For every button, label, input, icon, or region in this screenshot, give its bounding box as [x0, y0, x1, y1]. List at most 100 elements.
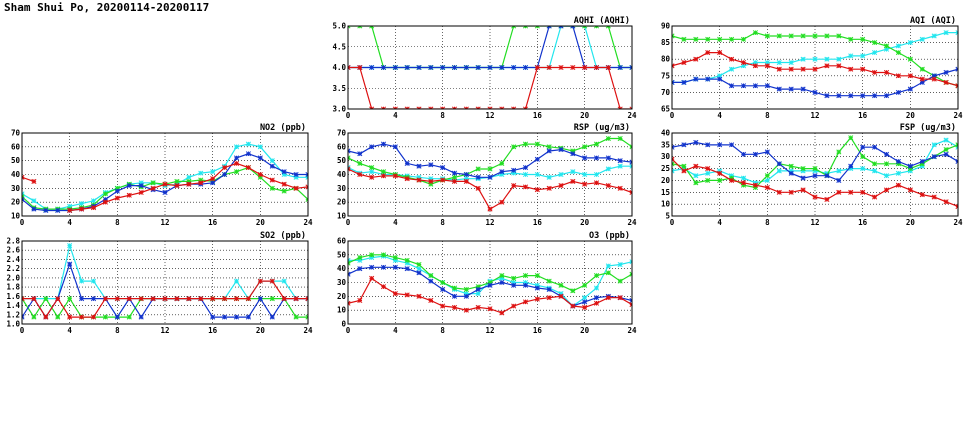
- data-point: [380, 264, 387, 270]
- data-point: [380, 252, 387, 258]
- data-point: [617, 185, 623, 191]
- x-tick-label: 8: [440, 326, 445, 335]
- data-point: [451, 293, 458, 299]
- y-tick-label: 50: [337, 156, 347, 165]
- data-point: [764, 177, 770, 183]
- data-point: [31, 296, 37, 302]
- data-point: [740, 36, 747, 42]
- data-point: [848, 166, 854, 172]
- data-point: [546, 295, 552, 301]
- data-point: [605, 270, 611, 276]
- data-point: [705, 177, 711, 183]
- x-tick-label: 12: [810, 111, 819, 120]
- data-point: [440, 286, 446, 292]
- data-point: [475, 174, 481, 180]
- data-point: [138, 180, 144, 186]
- data-point: [475, 166, 481, 172]
- data-point: [776, 59, 782, 66]
- data-point: [546, 185, 552, 191]
- data-point: [404, 160, 410, 166]
- data-point: [475, 291, 481, 297]
- data-point: [883, 43, 890, 49]
- data-point: [848, 93, 854, 99]
- x-tick-label: 8: [765, 111, 770, 120]
- y-tick-label: 50: [11, 156, 21, 165]
- data-point: [546, 64, 552, 71]
- y-tick-label: 1.6: [6, 292, 20, 301]
- data-point: [848, 66, 854, 72]
- data-point: [392, 64, 398, 71]
- data-point: [534, 171, 540, 178]
- data-point: [582, 304, 588, 310]
- data-point: [369, 144, 375, 150]
- data-point: [475, 64, 481, 71]
- data-point: [907, 73, 913, 79]
- data-point: [558, 64, 564, 71]
- data-point: [499, 160, 505, 166]
- data-point: [522, 273, 529, 279]
- data-point: [114, 195, 120, 201]
- data-point: [752, 182, 758, 188]
- x-tick-label: 4: [67, 326, 72, 335]
- data-point: [416, 266, 422, 272]
- plot-area: [22, 243, 308, 320]
- data-point: [717, 50, 723, 56]
- plot-area: [672, 135, 958, 210]
- y-tick-label: 5.0: [332, 22, 346, 31]
- data-point: [617, 163, 623, 169]
- data-point: [740, 63, 747, 69]
- y-tick-label: 5: [665, 212, 670, 221]
- y-tick-label: 75: [661, 71, 670, 80]
- chart-title: SO2 (ppb): [260, 231, 306, 241]
- chart-title: FSP (ug/m3): [900, 123, 956, 133]
- y-tick-label: 4.0: [332, 63, 346, 72]
- data-point: [582, 144, 588, 150]
- data-point: [451, 178, 458, 184]
- data-point: [788, 59, 794, 66]
- data-point: [114, 185, 120, 191]
- data-point: [463, 293, 469, 299]
- data-point: [55, 314, 61, 320]
- series-3: [672, 30, 958, 89]
- chart-title: RSP (ug/m3): [574, 123, 630, 133]
- data-point: [293, 296, 299, 302]
- data-point: [43, 207, 49, 214]
- data-point: [752, 63, 758, 69]
- data-point: [836, 177, 842, 183]
- data-point: [440, 64, 446, 71]
- data-point: [883, 187, 890, 193]
- data-point: [558, 291, 564, 297]
- data-point: [895, 89, 901, 95]
- data-point: [860, 189, 866, 195]
- y-tick-label: 2.0: [6, 273, 20, 282]
- data-point: [812, 89, 818, 95]
- y-tick-label: 10: [661, 200, 671, 209]
- data-point: [752, 30, 758, 36]
- data-point: [605, 295, 611, 301]
- chart-so2: SO2 (ppb)0 4 8 12 16 20 241.01.21.41.61.82.02.…: [6, 231, 313, 335]
- data-point: [907, 166, 913, 172]
- data-point: [126, 183, 132, 189]
- data-point: [511, 275, 517, 281]
- data-point: [198, 180, 204, 186]
- x-tick-label: 24: [953, 111, 963, 120]
- data-point: [487, 279, 493, 286]
- data-point: [681, 36, 687, 42]
- data-point: [812, 33, 818, 39]
- data-point: [546, 148, 552, 154]
- x-tick-label: 24: [303, 218, 313, 227]
- data-point: [90, 278, 97, 284]
- chart-rsp: RSP (ug/m3) 0 4 8 12 16 20 24 10 20 30 40 50 60 70: [337, 123, 637, 227]
- data-point: [919, 158, 925, 165]
- data-point: [67, 261, 73, 267]
- data-point: [752, 151, 758, 157]
- data-point: [534, 282, 540, 288]
- data-point: [776, 189, 782, 195]
- series-1: [22, 278, 308, 320]
- data-point: [522, 171, 529, 178]
- page-title: Sham Shui Po, 20200114-20200117: [4, 1, 210, 14]
- chart-title: AQI (AQI): [910, 16, 956, 26]
- data-point: [693, 56, 699, 62]
- data-point: [67, 203, 73, 209]
- x-tick-label: 4: [717, 111, 722, 120]
